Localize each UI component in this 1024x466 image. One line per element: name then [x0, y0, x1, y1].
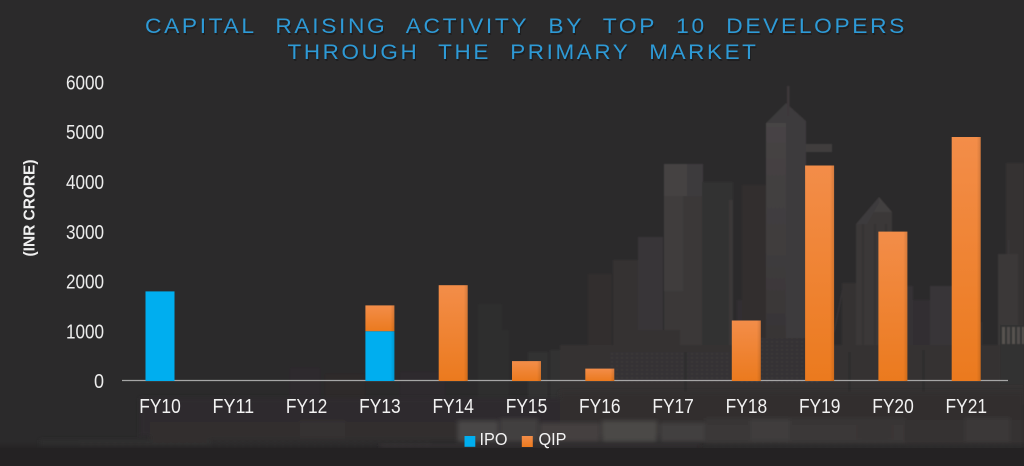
svg-text:(INR CRORE): (INR CRORE): [22, 160, 39, 257]
svg-text:THROUGH THE PRIMARY MARKET: THROUGH THE PRIMARY MARKET: [289, 42, 760, 66]
svg-text:FY18: FY18: [726, 396, 768, 418]
svg-text:THROUGH THE PRIMARY MARKET: THROUGH THE PRIMARY MARKET: [288, 40, 759, 64]
svg-text:QIP: QIP: [539, 429, 567, 449]
svg-text:FY13: FY13: [359, 396, 401, 418]
svg-text:FY14: FY14: [432, 396, 474, 418]
svg-text:6000: 6000: [66, 72, 104, 94]
svg-text:2000: 2000: [66, 272, 104, 294]
svg-text:IPO: IPO: [480, 429, 508, 449]
svg-text:FY10: FY10: [139, 396, 181, 418]
svg-text:CAPITAL RAISING ACTIVITY BY TO: CAPITAL RAISING ACTIVITY BY TOP 10 DEVEL…: [146, 16, 908, 40]
svg-text:4000: 4000: [66, 172, 104, 194]
svg-text:FY19: FY19: [799, 396, 841, 418]
svg-text:FY17: FY17: [652, 396, 694, 418]
svg-text:FY12: FY12: [286, 396, 328, 418]
svg-text:FY20: FY20: [872, 396, 914, 418]
svg-text:1000: 1000: [66, 321, 104, 343]
svg-text:FY16: FY16: [579, 396, 621, 418]
svg-text:FY15: FY15: [506, 396, 548, 418]
svg-text:CAPITAL RAISING ACTIVITY BY TO: CAPITAL RAISING ACTIVITY BY TOP 10 DEVEL…: [145, 14, 907, 38]
svg-text:3000: 3000: [66, 222, 104, 244]
svg-text:0: 0: [94, 371, 104, 393]
svg-text:FY11: FY11: [213, 396, 255, 418]
svg-text:FY21: FY21: [946, 396, 988, 418]
svg-text:5000: 5000: [66, 122, 104, 144]
